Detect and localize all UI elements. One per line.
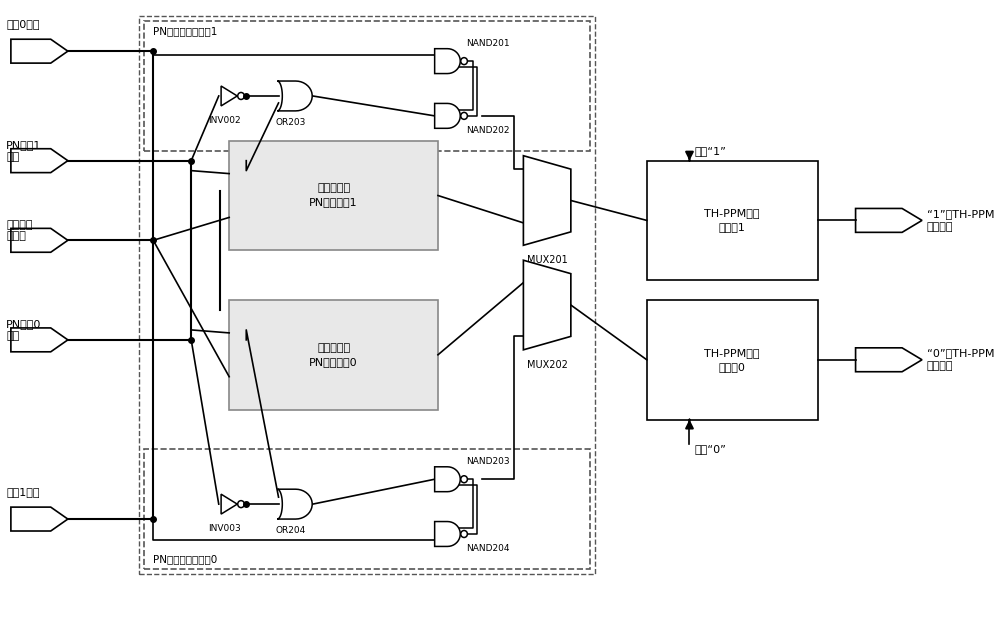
Text: MUX202: MUX202 bbox=[527, 360, 568, 370]
Polygon shape bbox=[221, 494, 237, 514]
Text: 锁到1输入: 锁到1输入 bbox=[6, 487, 40, 497]
Polygon shape bbox=[221, 86, 237, 106]
Polygon shape bbox=[435, 521, 460, 546]
Polygon shape bbox=[435, 49, 460, 74]
Text: INV003: INV003 bbox=[208, 524, 241, 533]
Text: OR204: OR204 bbox=[276, 526, 306, 535]
Text: 本地多用户
PN码产生器1: 本地多用户 PN码产生器1 bbox=[309, 184, 358, 208]
Polygon shape bbox=[11, 149, 68, 172]
Polygon shape bbox=[523, 156, 571, 246]
Polygon shape bbox=[277, 489, 312, 519]
FancyBboxPatch shape bbox=[647, 161, 818, 280]
Text: “1”码TH-PPM
信号输出: “1”码TH-PPM 信号输出 bbox=[927, 209, 994, 232]
Text: NAND201: NAND201 bbox=[466, 38, 510, 48]
FancyBboxPatch shape bbox=[229, 300, 438, 410]
Text: INV002: INV002 bbox=[208, 116, 241, 125]
Polygon shape bbox=[11, 328, 68, 352]
Text: TH-PPM信号
调制器1: TH-PPM信号 调制器1 bbox=[704, 208, 760, 232]
Text: 1: 1 bbox=[527, 278, 533, 288]
Polygon shape bbox=[11, 507, 68, 531]
Text: 数据“0”: 数据“0” bbox=[694, 445, 726, 454]
Text: MUX201: MUX201 bbox=[527, 255, 567, 265]
Polygon shape bbox=[11, 228, 68, 252]
Text: “0”码TH-PPM
信号输出: “0”码TH-PPM 信号输出 bbox=[927, 348, 994, 371]
Polygon shape bbox=[856, 348, 922, 372]
Text: OR203: OR203 bbox=[276, 118, 306, 127]
Polygon shape bbox=[277, 81, 312, 111]
Polygon shape bbox=[435, 104, 460, 128]
Polygon shape bbox=[523, 260, 571, 350]
Text: PN码同步选择电路1: PN码同步选择电路1 bbox=[153, 26, 218, 37]
Text: 0: 0 bbox=[527, 322, 533, 332]
Polygon shape bbox=[435, 467, 460, 492]
FancyBboxPatch shape bbox=[229, 141, 438, 250]
Text: 本地多用户
PN码产生器0: 本地多用户 PN码产生器0 bbox=[309, 343, 358, 367]
Text: PN码同步选择电路0: PN码同步选择电路0 bbox=[153, 554, 217, 564]
Text: NAND204: NAND204 bbox=[466, 544, 510, 554]
Text: 1: 1 bbox=[527, 173, 533, 183]
Text: NAND202: NAND202 bbox=[466, 126, 510, 135]
Polygon shape bbox=[856, 208, 922, 232]
FancyBboxPatch shape bbox=[647, 300, 818, 420]
Polygon shape bbox=[11, 39, 68, 63]
Text: 数据“1”: 数据“1” bbox=[694, 146, 726, 156]
Text: PN时钟0
输入: PN时钟0 输入 bbox=[6, 319, 42, 341]
Text: PN时钟1
输入: PN时钟1 输入 bbox=[6, 140, 42, 162]
Text: NAND203: NAND203 bbox=[466, 457, 510, 466]
Text: TH-PPM信号
调制器0: TH-PPM信号 调制器0 bbox=[704, 348, 760, 372]
Text: 多用户选
择输入: 多用户选 择输入 bbox=[6, 219, 33, 241]
Text: 锁到0输入: 锁到0输入 bbox=[6, 19, 40, 29]
Text: 0: 0 bbox=[527, 218, 533, 228]
